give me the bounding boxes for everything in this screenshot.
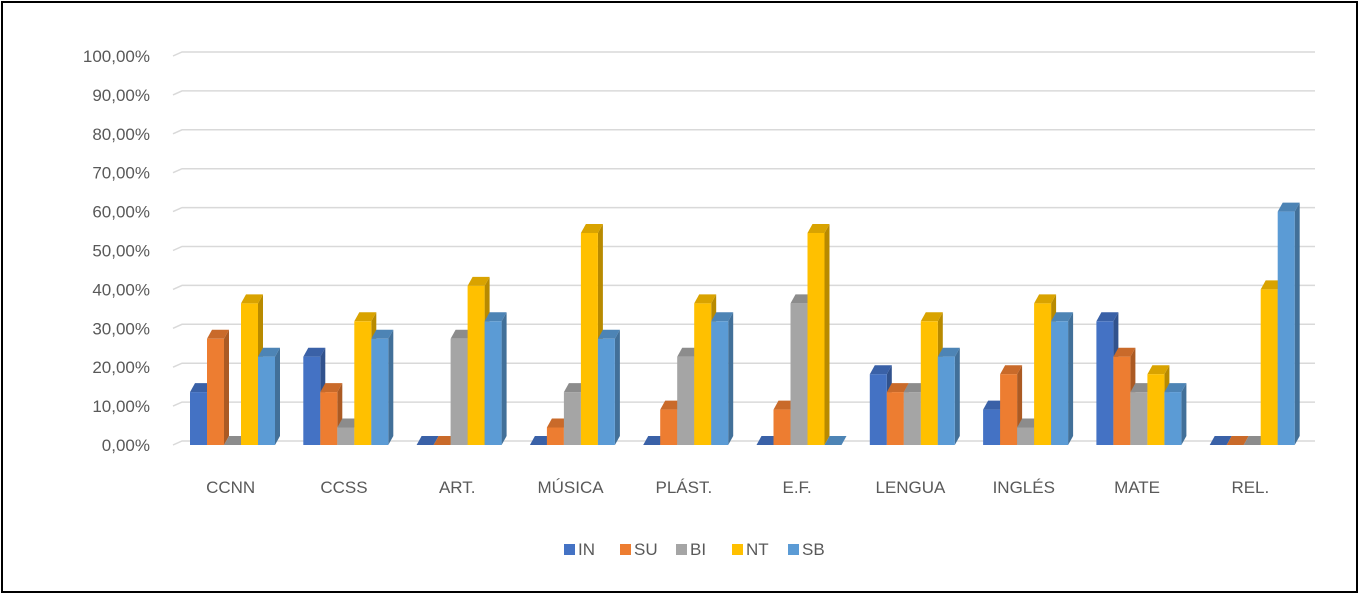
x-category-label: LENGUA <box>875 478 946 497</box>
bar-sb-5 <box>824 436 847 445</box>
bar-in-9 <box>1209 436 1232 445</box>
bar-sb-1 <box>371 329 394 445</box>
bar-nt-5 <box>807 223 830 445</box>
x-category-label: E.F. <box>783 478 812 497</box>
legend: IN SU BI NT SB <box>564 540 825 559</box>
bar-in-3 <box>529 436 552 445</box>
legend-item-in: IN <box>564 540 595 559</box>
x-category-label: MATE <box>1114 478 1160 497</box>
y-tick-label: 30,00% <box>92 319 150 338</box>
y-tick-label: 60,00% <box>92 203 150 222</box>
gridline <box>172 323 1315 329</box>
legend-swatch <box>620 544 631 555</box>
bar-in-5 <box>756 436 779 445</box>
legend-swatch <box>732 544 743 555</box>
bar-sb-3 <box>597 329 620 445</box>
bar-su-2 <box>433 436 456 445</box>
bars <box>190 202 1300 445</box>
y-tick-label: 40,00% <box>92 280 150 299</box>
y-tick-label: 80,00% <box>92 125 150 144</box>
legend-swatch <box>564 544 575 555</box>
bar-sb-4 <box>711 312 734 445</box>
y-tick-label: 70,00% <box>92 164 150 183</box>
legend-item-sb: SB <box>788 540 825 559</box>
y-tick-label: 100,00% <box>83 47 150 66</box>
bar-su-0 <box>207 329 229 445</box>
legend-swatch <box>676 544 687 555</box>
bar-in-2 <box>416 436 439 445</box>
legend-label: BI <box>690 540 706 559</box>
legend-label: SU <box>634 540 658 559</box>
bar-sb-0 <box>258 347 280 445</box>
x-axis-categories: CCNN CCSS ART. MÚSICA PLÁST. E.F. LENGUA INGLÉS… <box>206 478 1269 497</box>
y-tick-label: 10,00% <box>92 397 150 416</box>
legend-label: SB <box>802 540 825 559</box>
legend-label: IN <box>578 540 595 559</box>
bar-su-9 <box>1226 436 1249 445</box>
gridline <box>172 51 1315 57</box>
y-tick-label: 0,00% <box>102 436 150 455</box>
x-category-label: REL. <box>1231 478 1269 497</box>
x-category-label: INGLÉS <box>993 478 1055 497</box>
bar-sb-7 <box>1051 312 1074 445</box>
bar-sb-2 <box>484 312 507 445</box>
y-tick-label: 50,00% <box>92 242 150 261</box>
legend-item-nt: NT <box>732 540 769 559</box>
x-category-label: CCNN <box>206 478 255 497</box>
y-tick-label: 20,00% <box>92 358 150 377</box>
bar-sb-8 <box>1164 383 1187 445</box>
bar-in-4 <box>643 436 666 445</box>
gridline <box>172 206 1315 213</box>
gridline <box>172 245 1315 252</box>
y-axis-ticks: 0,00% 10,00% 20,00% 30,00% 40,00% 50,00% 60,00… <box>83 47 150 455</box>
gridline <box>172 362 1315 368</box>
gridline <box>172 129 1315 135</box>
legend-item-bi: BI <box>676 540 706 559</box>
gridline <box>172 167 1315 174</box>
x-category-label: PLÁST. <box>655 478 712 497</box>
bar-sb-9 <box>1277 202 1300 445</box>
x-category-label: MÚSICA <box>537 478 604 497</box>
bar-su-1 <box>320 383 343 445</box>
x-category-label: ART. <box>439 478 476 497</box>
gridline <box>172 284 1315 291</box>
legend-swatch <box>788 544 799 555</box>
x-category-label: CCSS <box>320 478 367 497</box>
y-tick-label: 90,00% <box>92 86 150 105</box>
gridline <box>172 90 1315 96</box>
bar-sb-6 <box>937 347 960 445</box>
bar-bi-0 <box>224 436 246 445</box>
legend-item-su: SU <box>620 540 658 559</box>
legend-label: NT <box>746 540 769 559</box>
bar-bi-9 <box>1243 436 1266 445</box>
